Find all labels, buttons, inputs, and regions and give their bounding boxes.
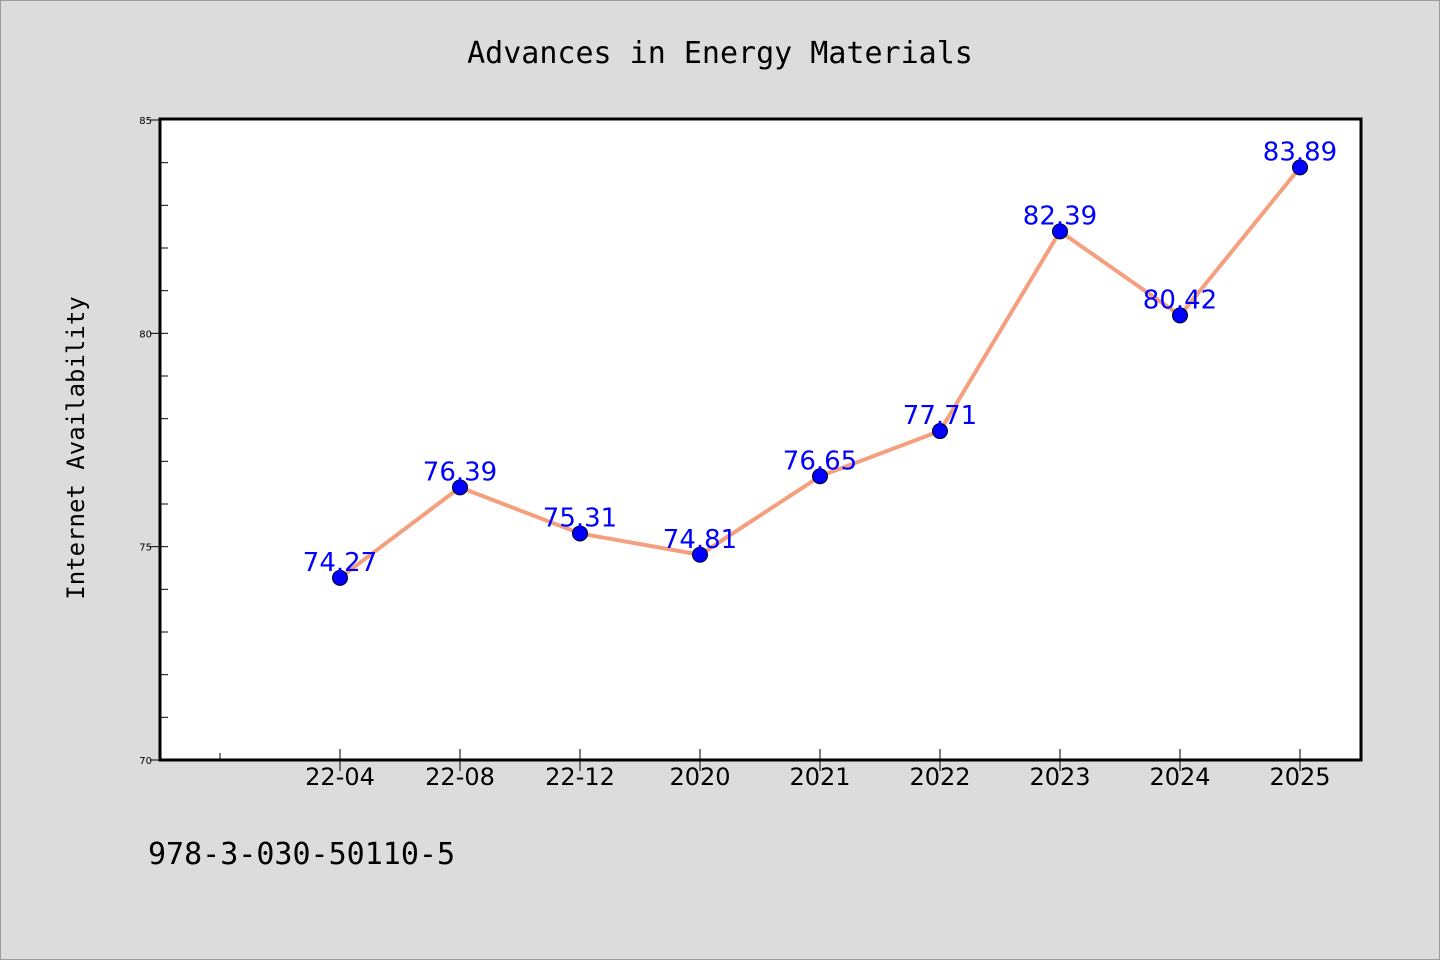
data-label: 75.31 [543,503,617,533]
y-tick-label: 85 [139,116,152,127]
data-point [332,569,348,586]
data-label: 76.39 [423,457,497,487]
data-label: 74.27 [303,548,377,578]
data-label: 80.42 [1143,285,1217,315]
data-point [572,525,588,542]
x-tick-label: 2021 [789,763,850,791]
x-tick-label: 2022 [909,763,970,791]
footer-isbn: 978-3-030-50110-5 [148,837,455,872]
plot-area [158,117,1363,762]
y-axis: 70 75 80 85 [139,116,168,767]
x-tick-label: 2025 [1269,763,1330,791]
series-group: 74.27 76.39 75.31 74.81 76.65 77.71 82.39 80.42… [303,137,1337,586]
data-label: 77.71 [903,401,977,431]
data-point [452,479,468,496]
x-tick-label: 2024 [1149,763,1210,791]
data-label: 74.81 [663,525,737,555]
x-tick-label: 2020 [669,763,730,791]
y-tick-label: 80 [139,329,152,340]
data-label: 83.89 [1263,137,1337,167]
x-tick-label: 22-08 [425,763,495,791]
x-axis: 22-04 22-08 22-12 2020 2021 2022 2023 2024 2025 [219,749,1331,791]
x-tick-label: 22-04 [305,763,375,791]
data-point [692,546,708,563]
y-axis-label: Internet Availability [62,296,90,599]
data-point [812,468,828,485]
data-label: 76.65 [783,446,857,476]
chart-title: Advances in Energy Materials [467,36,973,71]
data-point [932,423,948,440]
y-tick-label: 70 [139,756,152,767]
data-label: 82.39 [1023,201,1097,231]
x-tick-label: 22-12 [545,763,615,791]
x-tick-label: 2023 [1029,763,1090,791]
data-point [1052,223,1068,240]
y-tick-label: 75 [139,543,152,554]
data-point [1292,159,1308,176]
data-point [1172,307,1188,324]
